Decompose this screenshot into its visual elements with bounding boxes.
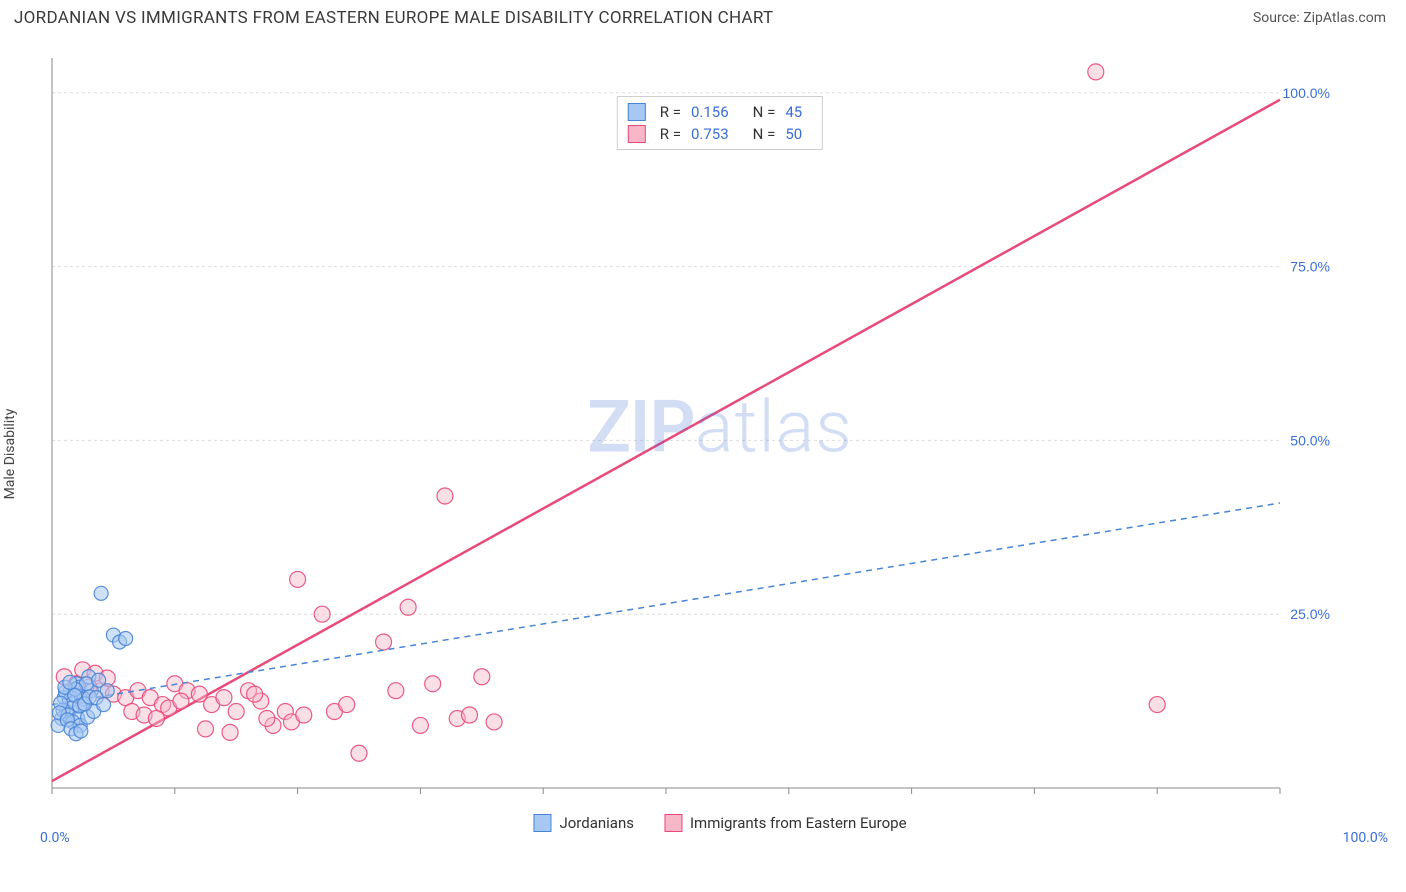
swatch-jordanians bbox=[628, 103, 646, 121]
svg-text:75.0%: 75.0% bbox=[1290, 259, 1330, 275]
legend-item-immigrants: Immigrants from Eastern Europe bbox=[664, 814, 907, 832]
n-value-jordanians: 45 bbox=[785, 103, 802, 121]
r-value-jordanians: 0.156 bbox=[691, 103, 729, 121]
r-label: R = bbox=[660, 103, 681, 121]
x-axis-min-label: 0.0% bbox=[40, 830, 70, 846]
chart-area: ZIPatlas 25.0%50.0%75.0%100.0% R = 0.156… bbox=[50, 48, 1390, 838]
chart-title: JORDANIAN VS IMMIGRANTS FROM EASTERN EUR… bbox=[14, 8, 773, 28]
stats-row-jordanians: R = 0.156 N = 45 bbox=[628, 101, 812, 123]
stats-legend: R = 0.156 N = 45 R = 0.753 N = 50 bbox=[617, 96, 823, 150]
stats-row-immigrants: R = 0.753 N = 50 bbox=[628, 123, 812, 145]
header: JORDANIAN VS IMMIGRANTS FROM EASTERN EUR… bbox=[0, 0, 1406, 28]
source-attribution: Source: ZipAtlas.com bbox=[1253, 10, 1386, 26]
source-name: ZipAtlas.com bbox=[1303, 10, 1386, 26]
svg-text:100.0%: 100.0% bbox=[1283, 85, 1330, 101]
svg-text:50.0%: 50.0% bbox=[1290, 432, 1330, 448]
legend-label-immigrants: Immigrants from Eastern Europe bbox=[690, 814, 907, 832]
legend-item-jordanians: Jordanians bbox=[533, 814, 634, 832]
series-legend: Jordanians Immigrants from Eastern Europ… bbox=[533, 814, 906, 832]
n-label: N = bbox=[753, 103, 776, 121]
r-label: R = bbox=[660, 125, 681, 143]
r-value-immigrants: 0.753 bbox=[691, 125, 729, 143]
source-prefix: Source: bbox=[1253, 10, 1303, 26]
n-value-immigrants: 50 bbox=[785, 125, 802, 143]
scatter-plot: 25.0% 50.0% 75.0% 100.0% bbox=[50, 48, 1340, 818]
legend-label-jordanians: Jordanians bbox=[559, 814, 634, 832]
n-label: N = bbox=[753, 125, 776, 143]
legend-swatch-immigrants bbox=[664, 814, 682, 832]
svg-text:25.0%: 25.0% bbox=[1290, 606, 1330, 622]
swatch-immigrants bbox=[628, 125, 646, 143]
x-axis-max-label: 100.0% bbox=[1343, 830, 1388, 846]
y-axis-label: Male Disability bbox=[2, 409, 18, 500]
legend-swatch-jordanians bbox=[533, 814, 551, 832]
